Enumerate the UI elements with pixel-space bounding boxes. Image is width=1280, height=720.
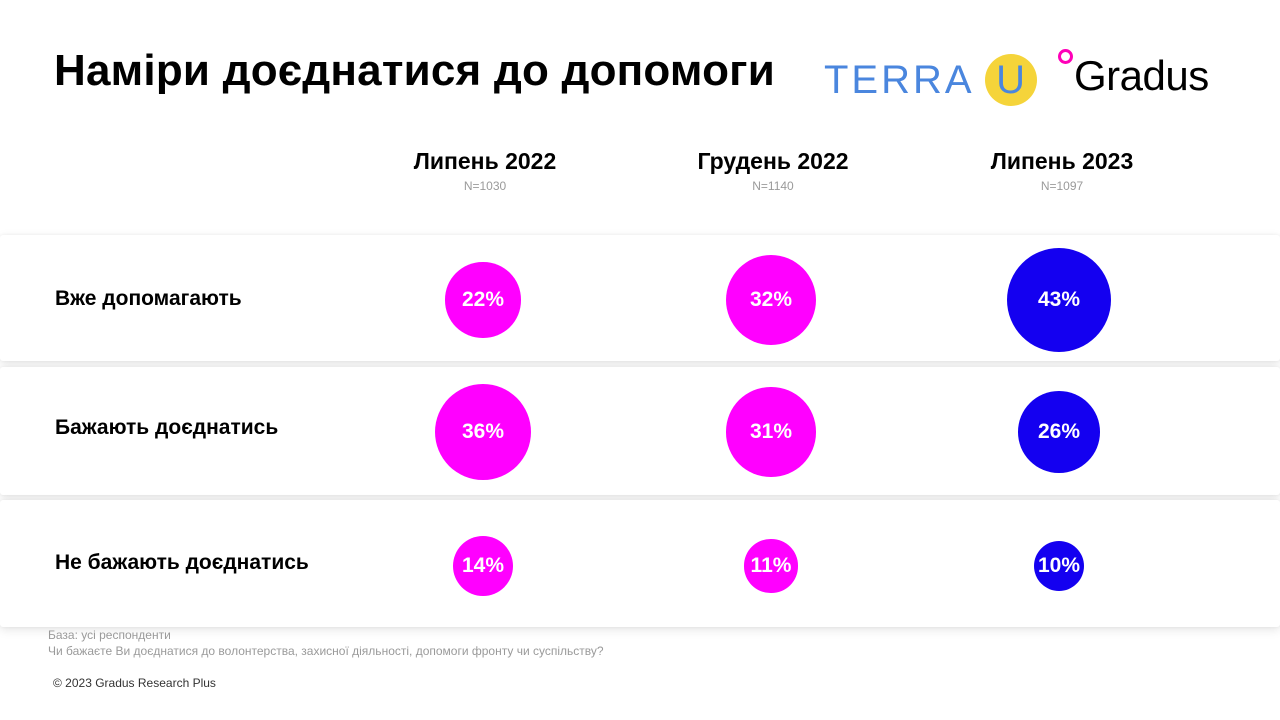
bubble-r3-c1: 14% — [453, 536, 513, 596]
column-header-name: Липень 2022 — [413, 148, 557, 174]
row-label-want-to-join: Бажають доєднатись — [55, 416, 279, 439]
page-title: Наміри доєднатися до допомоги — [54, 46, 775, 95]
terra-u-logo: TERRA U — [824, 52, 1037, 108]
copyright: © 2023 Gradus Research Plus — [53, 676, 216, 690]
gradus-logo-dot-icon — [1058, 49, 1073, 64]
column-header-3: Липень 2023 N=1097 — [932, 148, 1192, 193]
column-header-name: Грудень 2022 — [697, 148, 849, 174]
bubble-r3-c2: 11% — [744, 539, 798, 593]
bubble-r2-c3: 26% — [1018, 391, 1100, 473]
bubble-value-label: 10% — [1037, 553, 1080, 577]
bubble-r2-c2: 31% — [726, 387, 816, 477]
row-label-already-helping: Вже допомагають — [55, 287, 242, 310]
column-header-2: Грудень 2022 N=1140 — [643, 148, 903, 193]
bubble-value-label: 36% — [461, 420, 505, 443]
bubble-value-label: 22% — [461, 287, 504, 311]
bubble-r1-c2: 32% — [725, 254, 817, 346]
bubble-value-label: 43% — [1037, 287, 1080, 311]
bubble-value-label: 11% — [750, 553, 792, 577]
row-label-do-not-want: Не бажають доєднатись — [55, 551, 309, 574]
footnote-base: База: усі респонденти — [48, 628, 171, 642]
terra-logo-u-badge: U — [984, 54, 1037, 106]
footnote-question: Чи бажаєте Ви доєднатися до волонтерства… — [48, 644, 604, 658]
bubble-r3-c3: 10% — [1033, 540, 1085, 592]
bubble-value-label: 31% — [749, 419, 792, 443]
gradus-logo-text: Gradus — [1074, 52, 1209, 99]
bubble-r2-c1: 36% — [435, 384, 531, 480]
terra-logo-text: TERRA — [824, 57, 975, 102]
gradus-logo: Gradus — [1058, 48, 1209, 108]
column-header-sample: N=1030 — [463, 179, 507, 193]
column-header-sample: N=1140 — [752, 179, 794, 193]
bubble-value-label: 32% — [749, 287, 792, 311]
column-header-sample: N=1097 — [1040, 179, 1084, 193]
column-header-name: Липень 2023 — [990, 148, 1134, 174]
bubble-value-label: 26% — [1037, 419, 1080, 443]
bubble-value-label: 14% — [461, 553, 504, 577]
bubble-r1-c3: 43% — [1006, 247, 1112, 353]
column-header-1: Липень 2022 N=1030 — [355, 148, 615, 193]
bubble-r1-c1: 22% — [445, 262, 521, 338]
